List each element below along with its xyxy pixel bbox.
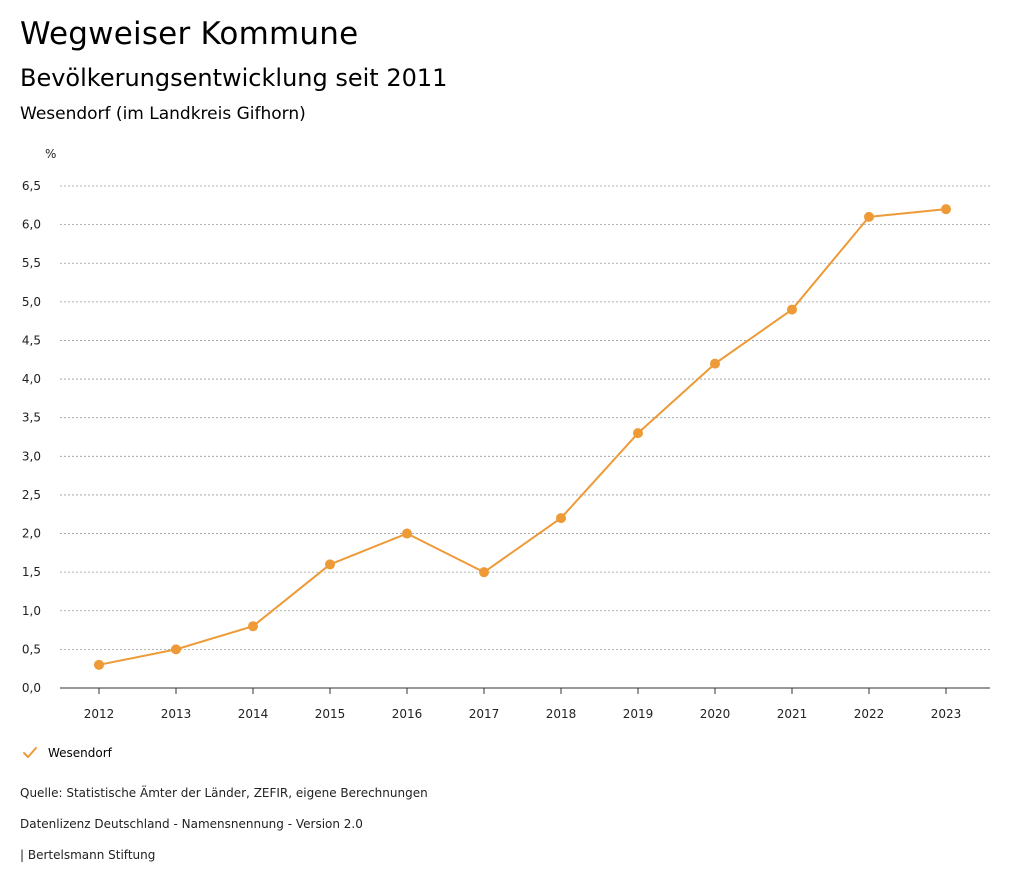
data-point [325,559,335,570]
y-tick-label: 1,0 [22,604,41,618]
x-tick-label: 2014 [238,707,269,721]
data-point [556,513,566,524]
x-tick-label: 2021 [777,707,808,721]
source-note: Quelle: Statistische Ämter der Länder, Z… [20,786,428,800]
y-tick-label: 5,5 [22,256,41,270]
y-tick-label: 2,0 [22,527,41,541]
data-point [941,204,951,215]
x-tick-label: 2016 [392,707,423,721]
y-tick-label: 0,0 [22,681,41,695]
y-tick-label: 4,0 [22,372,41,386]
x-tick-label: 2018 [546,707,577,721]
y-tick-label: 1,5 [22,565,41,579]
data-point [94,659,104,670]
y-tick-label: 2,5 [22,488,41,502]
x-tick-label: 2019 [623,707,654,721]
y-tick-label: 0,5 [22,642,41,656]
data-point [171,644,181,655]
x-tick-label: 2013 [161,707,192,721]
line-chart: 0,0 0,5 1,0 1,5 2,0 2,5 3,0 3,5 4,0 4,5 5,0 5,5 6,0 6… [22,147,990,721]
data-point [864,211,874,222]
data-point [402,528,412,539]
legend[interactable]: Wesendorf [22,745,112,761]
x-tick-label: 2020 [700,707,731,721]
data-point [710,358,720,369]
data-point [479,567,489,578]
license-note: Datenlizenz Deutschland - Namensnennung … [20,817,363,831]
y-axis-ticks: 0,0 0,5 1,0 1,5 2,0 2,5 3,0 3,5 4,0 4,5 5,0 5,5 6,0 6… [22,179,41,695]
y-tick-label: 6,5 [22,179,41,193]
chart-subtitle: Bevölkerungsentwicklung seit 2011 [20,64,448,92]
data-point [633,428,643,439]
legend-label-wesendorf: Wesendorf [48,746,112,760]
x-tick-label: 2023 [931,707,962,721]
grid-lines [60,185,990,650]
check-icon [23,747,37,758]
y-tick-label: 6,0 [22,218,41,232]
x-axis: 2012 2013 2014 2015 2016 2017 2018 2019 2020 2021… [60,687,990,721]
y-tick-label: 3,5 [22,411,41,425]
x-tick-label: 2012 [84,707,115,721]
y-axis-unit-label: % [45,147,56,161]
series-layer [94,204,951,670]
y-tick-label: 4,5 [22,333,41,347]
y-tick-label: 3,0 [22,449,41,463]
data-point [248,621,258,632]
x-tick-label: 2017 [469,707,500,721]
series-line-wesendorf [98,208,947,666]
x-tick-label: 2022 [854,707,885,721]
region-label: Wesendorf (im Landkreis Gifhorn) [20,104,306,124]
publisher-note: | Bertelsmann Stiftung [20,848,156,862]
data-point [787,304,797,315]
y-tick-label: 5,0 [22,295,41,309]
x-tick-label: 2015 [315,707,346,721]
page-title: Wegweiser Kommune [20,16,359,52]
